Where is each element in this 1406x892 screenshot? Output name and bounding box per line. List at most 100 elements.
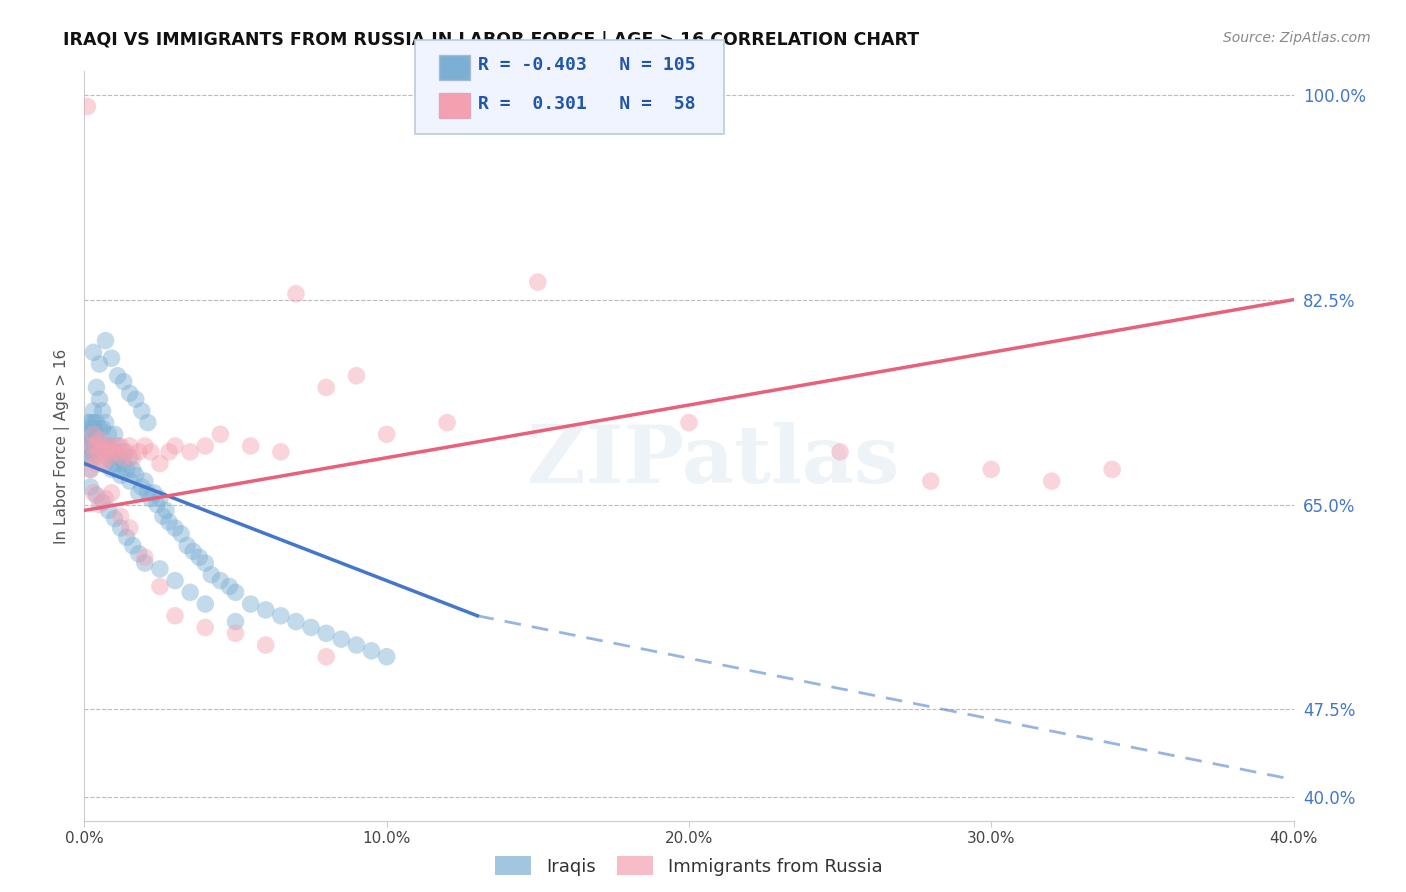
Point — [128, 547, 150, 561]
Point — [375, 649, 398, 664]
Point — [91, 421, 114, 435]
Point — [118, 474, 141, 488]
Point — [125, 468, 148, 483]
Point — [134, 474, 156, 488]
Point — [89, 439, 111, 453]
Point — [128, 445, 150, 459]
Point — [82, 427, 104, 442]
Point — [121, 539, 143, 553]
Point — [86, 488, 108, 502]
Point — [82, 345, 104, 359]
Point — [76, 450, 98, 465]
Point — [94, 445, 117, 459]
Point — [91, 439, 114, 453]
Point — [136, 485, 159, 500]
Point — [149, 562, 172, 576]
Point — [89, 392, 111, 407]
Point — [104, 457, 127, 471]
Point — [165, 574, 187, 588]
Point — [110, 509, 132, 524]
Point — [112, 450, 135, 465]
Point — [115, 445, 138, 459]
Point — [79, 416, 101, 430]
Point — [157, 515, 180, 529]
Point — [110, 450, 132, 465]
Point — [89, 498, 111, 512]
Point — [79, 427, 101, 442]
Point — [346, 638, 368, 652]
Point — [112, 375, 135, 389]
Point — [346, 368, 368, 383]
Point — [115, 462, 138, 476]
Point — [94, 457, 117, 471]
Point — [89, 357, 111, 371]
Point — [79, 439, 101, 453]
Point — [112, 457, 135, 471]
Point — [91, 457, 114, 471]
Point — [118, 386, 141, 401]
Point — [79, 480, 101, 494]
Point — [225, 615, 247, 629]
Point — [82, 485, 104, 500]
Point — [134, 556, 156, 570]
Point — [104, 511, 127, 525]
Point — [89, 445, 111, 459]
Point — [375, 427, 398, 442]
Point — [91, 439, 114, 453]
Point — [134, 550, 156, 565]
Point — [181, 544, 204, 558]
Point — [165, 608, 187, 623]
Point — [100, 445, 122, 459]
Point — [980, 462, 1002, 476]
Point — [157, 445, 180, 459]
Point — [128, 485, 150, 500]
Point — [79, 450, 101, 465]
Point — [82, 433, 104, 447]
Point — [86, 439, 108, 453]
Point — [115, 530, 138, 544]
Point — [170, 526, 193, 541]
Point — [86, 439, 108, 453]
Point — [149, 580, 172, 594]
Point — [139, 445, 162, 459]
Point — [86, 427, 108, 442]
Point — [100, 351, 122, 366]
Point — [139, 491, 162, 506]
Text: Source: ZipAtlas.com: Source: ZipAtlas.com — [1223, 31, 1371, 45]
Point — [100, 462, 122, 476]
Point — [97, 503, 120, 517]
Point — [239, 597, 262, 611]
Point — [97, 439, 120, 453]
Legend: Iraqis, Immigrants from Russia: Iraqis, Immigrants from Russia — [488, 849, 890, 883]
Point — [100, 445, 122, 459]
Point — [89, 433, 111, 447]
Point — [299, 620, 322, 634]
Point — [136, 416, 159, 430]
Point — [86, 380, 108, 394]
Point — [209, 574, 232, 588]
Point — [155, 503, 177, 517]
Point — [330, 632, 353, 647]
Point — [270, 608, 292, 623]
Point — [920, 474, 942, 488]
Point — [436, 416, 458, 430]
Point — [97, 439, 120, 453]
Point — [121, 450, 143, 465]
Point — [194, 439, 217, 453]
Point — [104, 427, 127, 442]
Point — [107, 445, 129, 459]
Point — [110, 521, 132, 535]
Point — [176, 539, 198, 553]
Point — [86, 457, 108, 471]
Point — [79, 462, 101, 476]
Point — [82, 450, 104, 465]
Point — [678, 416, 700, 430]
Point — [112, 445, 135, 459]
Point — [79, 433, 101, 447]
Point — [118, 521, 141, 535]
Point — [134, 439, 156, 453]
Point — [89, 421, 111, 435]
Point — [188, 550, 211, 565]
Point — [315, 649, 337, 664]
Point — [125, 392, 148, 407]
